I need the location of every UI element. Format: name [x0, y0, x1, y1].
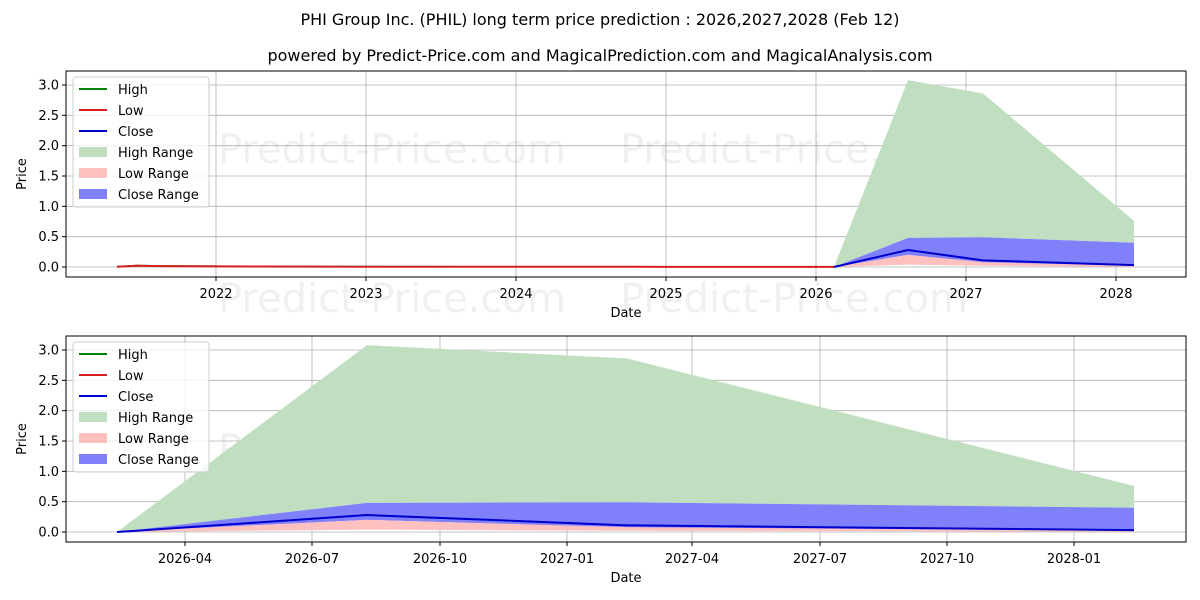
legend-item: High Range [79, 411, 193, 426]
x-tick-label: 2024 [499, 287, 532, 302]
forecast-zoom-chart-panel: Predict-Price.comPredict-Price.com0.00.5… [15, 335, 1187, 586]
x-tick-label: 2027 [949, 287, 982, 302]
y-tick-label: 0.0 [38, 261, 59, 276]
chart-subtitle: powered by Predict-Price.com and Magical… [267, 46, 933, 65]
watermark: Predict-Price.com [620, 276, 968, 322]
legend-label: Close Range [118, 453, 199, 468]
x-axis-label: Date [610, 571, 641, 586]
y-tick-label: 1.5 [38, 435, 59, 450]
y-tick-label: 0.5 [38, 230, 59, 245]
legend-label: Close Range [118, 188, 199, 203]
close-range-area [834, 237, 1134, 267]
x-tick-label: 2022 [199, 287, 232, 302]
x-tick-label: 2027-01 [540, 552, 594, 567]
legend-item: High [79, 83, 148, 98]
legend-item: Close [79, 390, 153, 405]
y-tick-label: 1.5 [38, 170, 59, 185]
high-range-area [117, 345, 1134, 532]
x-tick-label: 2023 [349, 287, 382, 302]
legend-item: Close Range [79, 188, 199, 203]
x-tick-label: 2026-04 [158, 552, 212, 567]
y-tick-label: 3.0 [38, 79, 59, 94]
legend: High Low Close High Range Low Range Close Ran… [72, 76, 210, 208]
legend: High Low Close High Range Low Range Close Ran… [72, 341, 210, 473]
legend-patch-swatch [79, 189, 107, 199]
legend-label: Low Range [118, 432, 189, 447]
legend-label: Low Range [118, 167, 189, 182]
legend-item: Close Range [79, 453, 199, 468]
legend-item: High [79, 348, 148, 363]
long-term-chart-panel: Predict-Price.com Predict-Price.com Predic… [15, 70, 1187, 322]
y-tick-label: 0.0 [38, 526, 59, 541]
legend-patch-swatch [79, 147, 107, 157]
close-range-area [117, 502, 1134, 532]
y-tick-label: 1.0 [38, 465, 59, 480]
x-tick-label: 2028-01 [1047, 552, 1101, 567]
low-range-area [834, 254, 1134, 267]
axes-frame [65, 70, 1187, 278]
legend-label: Close [118, 125, 153, 140]
y-tick-label: 3.0 [38, 344, 59, 359]
legend-patch-swatch [79, 412, 107, 422]
y-tick-label: 2.5 [38, 374, 59, 389]
x-tick-label: 2026-07 [285, 552, 339, 567]
legend-label: Close [118, 390, 153, 405]
low-line [116, 264, 834, 268]
high-range-area [834, 80, 1134, 267]
axes-frame [65, 335, 1187, 543]
legend-item: Low Range [79, 432, 189, 447]
legend-label: Low [118, 104, 144, 119]
x-tick-label: 2025 [649, 287, 682, 302]
legend-item: Close [79, 125, 153, 140]
x-tick-label: 2026-10 [413, 552, 467, 567]
y-tick-label: 1.0 [38, 200, 59, 215]
x-tick-label: 2026 [799, 287, 832, 302]
plot-area [116, 345, 1135, 533]
close-line [833, 248, 1135, 268]
watermark: Predict-Price.com [218, 276, 566, 322]
y-axis-label: Price [15, 158, 30, 190]
chart-title: PHI Group Inc. (PHIL) long term price pr… [300, 10, 900, 29]
legend-item: Low [79, 369, 144, 384]
legend-label: Low [118, 369, 144, 384]
x-tick-label: 2027-04 [665, 552, 719, 567]
x-tick-label: 2027-10 [920, 552, 974, 567]
y-axis-label: Price [15, 423, 30, 455]
x-tick-label: 2027-07 [793, 552, 847, 567]
legend-label: High Range [118, 411, 193, 426]
y-tick-label: 2.5 [38, 109, 59, 124]
legend-patch-swatch [79, 433, 107, 443]
legend-patch-swatch [79, 168, 107, 178]
close-line [116, 514, 1135, 533]
legend-label: High Range [118, 146, 193, 161]
legend-item: High Range [79, 146, 193, 161]
y-tick-label: 2.0 [38, 404, 59, 419]
legend-label: High [118, 348, 148, 363]
watermark: Predict-Price.com [218, 127, 566, 173]
x-axis-label: Date [610, 306, 641, 321]
plot-area [116, 80, 1135, 268]
y-tick-label: 0.5 [38, 495, 59, 510]
y-tick-label: 2.0 [38, 139, 59, 154]
legend-label: High [118, 83, 148, 98]
low-range-area [117, 519, 1134, 532]
legend-item: Low [79, 104, 144, 119]
legend-patch-swatch [79, 454, 107, 464]
x-tick-label: 2028 [1099, 287, 1132, 302]
legend-item: Low Range [79, 167, 189, 182]
